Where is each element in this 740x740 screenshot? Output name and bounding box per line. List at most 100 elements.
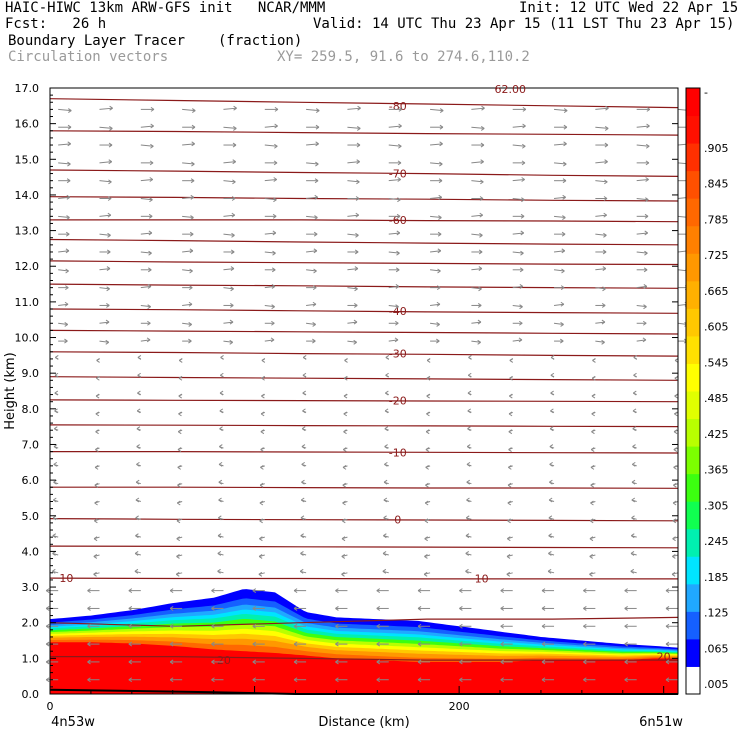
colorbar-swatch xyxy=(686,501,700,530)
colorbar-label: .365 xyxy=(704,464,729,477)
vector-arrowhead xyxy=(583,588,587,594)
vector-arrowhead xyxy=(135,479,140,485)
colorbar: .005 .065 .125 .185 .245 .305 .365 .425 .485 .545… xyxy=(685,86,729,695)
vector-arrowhead xyxy=(624,641,628,647)
circulation-vector xyxy=(509,376,513,379)
circulation-vector-layer xyxy=(45,105,692,683)
circulation-vector xyxy=(264,339,275,342)
vector-arrowhead xyxy=(137,355,142,360)
vector-arrowhead xyxy=(518,320,523,326)
vector-arrowhead xyxy=(560,301,565,307)
vector-arrowhead xyxy=(313,268,317,274)
x-axis-end-label: 6n51w xyxy=(639,715,683,730)
vector-arrowhead xyxy=(559,338,564,344)
vector-arrowhead xyxy=(260,429,265,435)
circulation-vector xyxy=(347,107,361,110)
vector-arrowhead xyxy=(674,375,679,381)
vector-arrowhead xyxy=(178,411,182,417)
vector-arrowhead xyxy=(500,641,504,647)
vector-arrowhead xyxy=(549,461,553,467)
circulation-vector xyxy=(595,287,606,290)
vector-arrowhead xyxy=(548,551,552,556)
circulation-vector xyxy=(176,572,183,575)
circulation-vector xyxy=(507,501,513,504)
circulation-vector xyxy=(300,535,307,538)
circulation-vector xyxy=(302,410,307,413)
vector-arrowhead xyxy=(93,571,97,577)
circulation-vector xyxy=(384,446,389,449)
circulation-vector xyxy=(512,304,523,308)
vector-arrowhead xyxy=(150,106,155,112)
vector-arrowhead xyxy=(150,143,154,149)
vector-arrowhead xyxy=(632,444,636,449)
vector-arrowhead xyxy=(424,518,429,524)
vector-arrowhead xyxy=(258,571,263,577)
circulation-vector xyxy=(347,126,361,129)
vector-arrowhead xyxy=(436,285,441,291)
vector-arrowhead xyxy=(383,497,388,503)
vector-arrowhead xyxy=(520,213,525,219)
circulation-vector xyxy=(178,411,183,415)
circulation-vector xyxy=(383,481,389,485)
circulation-vector xyxy=(58,108,72,112)
field-units: (fraction) xyxy=(218,33,303,49)
vector-arrowhead xyxy=(644,250,648,256)
circulation-vector xyxy=(306,303,317,306)
circulation-vector xyxy=(306,162,319,165)
vector-arrowhead xyxy=(67,161,71,167)
vector-arrowhead xyxy=(95,447,99,452)
circulation-vector xyxy=(508,447,513,451)
vector-arrowhead xyxy=(589,518,594,524)
colorbar-swatch xyxy=(686,583,700,612)
vector-arrowhead xyxy=(685,231,690,237)
circulation-vector xyxy=(96,358,100,361)
circulation-vector xyxy=(589,572,596,575)
vector-arrowhead xyxy=(128,677,133,683)
circulation-vector xyxy=(341,554,348,557)
circulation-vector xyxy=(93,572,100,575)
circulation-vector xyxy=(512,144,526,147)
y-tick-label: 14.0 xyxy=(15,189,40,202)
circulation-vector xyxy=(53,481,59,485)
circulation-vector xyxy=(384,410,389,413)
vector-arrowhead xyxy=(522,123,526,129)
vector-arrowhead xyxy=(260,464,264,470)
vector-arrowhead xyxy=(601,319,606,325)
vector-arrowhead xyxy=(561,248,566,254)
vector-arrowhead xyxy=(674,411,678,417)
circulation-vector xyxy=(301,446,307,449)
colorbar-swatch xyxy=(686,638,700,667)
vector-arrowhead xyxy=(342,500,346,506)
vector-arrowhead xyxy=(480,159,484,165)
y-tick-label: 5.0 xyxy=(22,510,40,523)
circulation-vector xyxy=(342,483,348,486)
vector-arrowhead xyxy=(147,304,151,310)
circulation-vector xyxy=(135,517,141,520)
circulation-vector xyxy=(306,215,318,219)
circulation-vector xyxy=(508,411,513,415)
vector-arrowhead xyxy=(136,444,140,449)
vector-arrowhead xyxy=(67,124,72,130)
circulation-vector xyxy=(471,180,484,183)
circulation-vector xyxy=(99,107,113,110)
vector-arrowhead xyxy=(478,249,483,255)
vector-arrowhead xyxy=(426,411,430,417)
circulation-vector xyxy=(58,162,71,165)
circulation-vector xyxy=(93,536,100,540)
circulation-vector xyxy=(631,499,637,502)
vector-arrowhead xyxy=(478,266,483,272)
vector-arrowhead xyxy=(189,231,194,237)
circulation-vector xyxy=(424,554,431,557)
circulation-vector xyxy=(550,356,555,360)
y-tick-label: 2.0 xyxy=(22,617,40,630)
circulation-vector xyxy=(383,517,389,520)
vector-arrowhead xyxy=(591,393,596,399)
vector-arrowhead xyxy=(300,497,305,503)
vector-arrowhead xyxy=(671,571,676,577)
vector-arrowhead xyxy=(302,355,307,360)
vector-arrowhead xyxy=(259,482,264,488)
circulation-vector xyxy=(99,340,109,343)
vector-arrowhead xyxy=(65,268,69,274)
circulation-vector xyxy=(223,340,233,343)
vector-arrowhead xyxy=(438,215,442,220)
